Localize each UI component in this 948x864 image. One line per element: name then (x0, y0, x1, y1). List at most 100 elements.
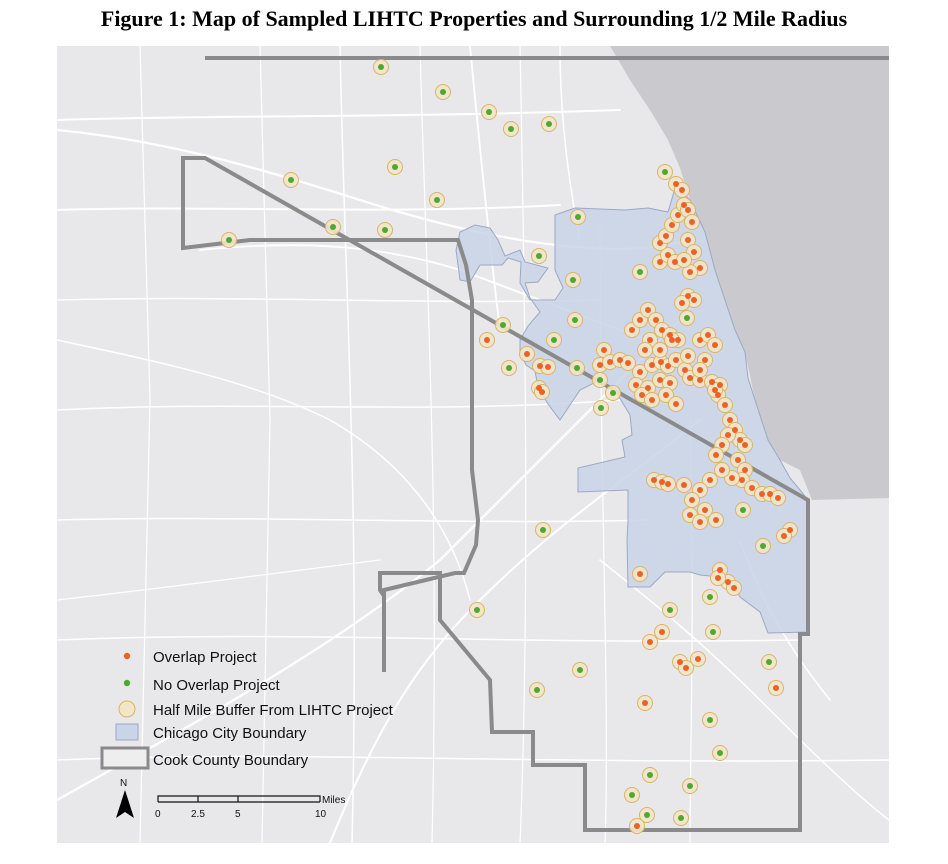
overlap-project-84 (685, 237, 691, 243)
no-overlap-project-19 (610, 390, 616, 396)
no-overlap-project-7 (434, 197, 440, 203)
scale-label-10: 10 (315, 809, 327, 820)
overlap-project-57 (729, 475, 735, 481)
overlap-project-19 (709, 379, 715, 385)
overlap-project-73 (715, 575, 721, 581)
overlap-project-62 (687, 512, 693, 518)
overlap-project-89 (673, 181, 679, 187)
overlap-project-97 (677, 659, 683, 665)
overlap-project-24 (667, 380, 673, 386)
north-arrow-icon (116, 790, 134, 818)
overlap-project-31 (675, 337, 681, 343)
overlap-project-27 (645, 307, 651, 313)
no-overlap-project-20 (598, 405, 604, 411)
legend-overlap-label: Overlap Project (153, 649, 257, 666)
overlap-project-95 (659, 629, 665, 635)
no-overlap-project-35 (629, 792, 635, 798)
overlap-project-46 (742, 442, 748, 448)
overlap-project-33 (642, 347, 648, 353)
no-overlap-project-40 (637, 269, 643, 275)
overlap-project-51 (742, 467, 748, 473)
overlap-project-56 (775, 495, 781, 501)
overlap-project-53 (749, 485, 755, 491)
points-layer (226, 64, 793, 829)
no-overlap-project-32 (717, 750, 723, 756)
overlap-project-3 (545, 364, 551, 370)
overlap-project-66 (681, 482, 687, 488)
no-overlap-project-25 (760, 543, 766, 549)
overlap-project-67 (651, 477, 657, 483)
no-overlap-project-29 (710, 629, 716, 635)
overlap-project-108 (649, 397, 655, 403)
overlap-project-48 (719, 442, 725, 448)
no-overlap-project-34 (687, 783, 693, 789)
overlap-project-72 (731, 585, 737, 591)
legend-buffer-symbol (118, 700, 136, 718)
overlap-project-92 (691, 297, 697, 303)
overlap-project-15 (673, 357, 679, 363)
overlap-project-107 (639, 392, 645, 398)
overlap-project-61 (689, 497, 695, 503)
overlap-project-18 (697, 377, 703, 383)
no-overlap-project-31 (707, 717, 713, 723)
no-overlap-project-30 (766, 659, 772, 665)
overlap-project-47 (725, 432, 731, 438)
no-overlap-project-33 (647, 772, 653, 778)
no-overlap-project-41 (597, 377, 603, 383)
no-overlap-project-21 (540, 527, 546, 533)
overlap-project-104 (781, 533, 787, 539)
overlap-project-83 (689, 219, 695, 225)
overlap-project-68 (659, 479, 665, 485)
legend: Overlap Project No Overlap Project Half … (100, 649, 394, 770)
overlap-project-76 (672, 259, 678, 265)
overlap-project-85 (691, 249, 697, 255)
overlap-project-109 (663, 392, 669, 398)
overlap-project-42 (712, 387, 718, 393)
no-overlap-project-2 (486, 109, 492, 115)
overlap-project-90 (679, 187, 685, 193)
overlap-project-65 (697, 519, 703, 525)
overlap-project-77 (657, 240, 663, 246)
overlap-project-40 (715, 392, 721, 398)
overlap-project-81 (681, 202, 687, 208)
overlap-project-8 (607, 359, 613, 365)
overlap-project-82 (685, 207, 691, 213)
overlap-project-6 (601, 347, 607, 353)
no-overlap-project-22 (474, 607, 480, 613)
overlap-project-30 (667, 332, 673, 338)
overlap-project-88 (681, 257, 687, 263)
overlap-project-78 (663, 233, 669, 239)
overlap-project-41 (722, 402, 728, 408)
legend-no-overlap-label: No Overlap Project (153, 677, 281, 694)
overlap-project-32 (647, 337, 653, 343)
no-overlap-project-10 (226, 237, 232, 243)
overlap-project-37 (712, 342, 718, 348)
overlap-project-43 (727, 417, 733, 423)
no-overlap-project-24 (534, 687, 540, 693)
overlap-project-28 (653, 317, 659, 323)
legend-city-label: Chicago City Boundary (153, 725, 307, 742)
overlap-project-17 (687, 375, 693, 381)
no-overlap-project-3 (508, 126, 514, 132)
overlap-project-106 (685, 353, 691, 359)
no-overlap-project-1 (440, 89, 446, 95)
overlap-project-60 (697, 487, 703, 493)
overlap-project-105 (669, 337, 675, 343)
overlap-project-70 (717, 567, 723, 573)
scale-bar: 0 2.5 5 10 Miles (155, 795, 345, 820)
overlap-project-0 (484, 337, 490, 343)
overlap-project-55 (767, 491, 773, 497)
overlap-project-5 (539, 389, 545, 395)
no-overlap-project-11 (575, 214, 581, 220)
overlap-project-9 (617, 357, 623, 363)
overlap-project-50 (735, 457, 741, 463)
overlap-project-12 (649, 362, 655, 368)
overlap-project-94 (637, 571, 643, 577)
overlap-project-34 (657, 347, 663, 353)
overlap-project-35 (697, 337, 703, 343)
legend-county-symbol (100, 746, 150, 770)
overlap-project-29 (659, 327, 665, 333)
legend-overlap-symbol (123, 652, 131, 660)
no-overlap-project-9 (382, 227, 388, 233)
overlap-project-99 (683, 665, 689, 671)
